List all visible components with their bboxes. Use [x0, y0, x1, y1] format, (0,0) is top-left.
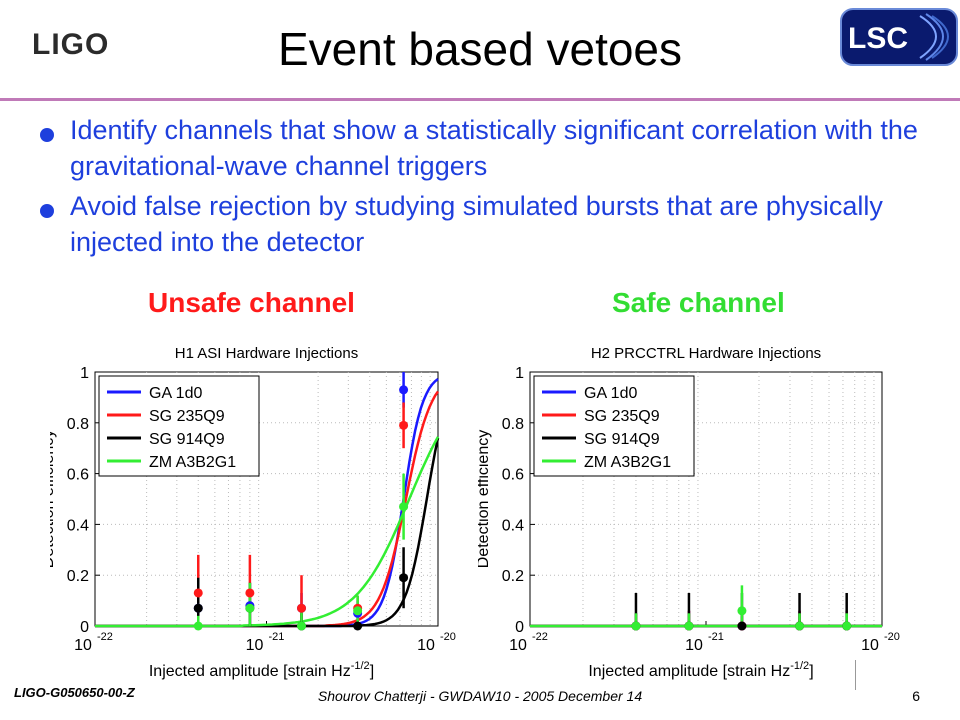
lsc-logo: LSC — [840, 8, 958, 66]
data-point — [399, 420, 409, 430]
bullet-text: Identify channels that show a statistica… — [70, 115, 918, 181]
data-point — [193, 621, 203, 631]
data-point — [795, 621, 805, 631]
y-tick-label: 0.6 — [502, 467, 524, 484]
y-tick-label: 0.4 — [67, 517, 89, 534]
legend-entry: SG 914Q9 — [584, 431, 660, 448]
y-tick-label: 0.8 — [67, 416, 89, 433]
y-tick-label: 0.2 — [67, 568, 89, 585]
safe-channel-chart: H2 PRCCTRL Hardware Injections 0 0.2 0.4 0.6… — [478, 345, 900, 680]
chart-title: H2 PRCCTRL Hardware Injections — [591, 345, 821, 362]
x-tick-exponent: -21 — [269, 631, 285, 643]
x-tick-exponent: -22 — [97, 631, 113, 643]
y-tick-label: 0.6 — [67, 467, 89, 484]
x-tick-label: 10 — [74, 637, 92, 654]
data-point — [399, 502, 409, 512]
legend-entry: ZM A3B2G1 — [149, 454, 236, 471]
legend-entry: SG 235Q9 — [149, 408, 225, 425]
data-point — [842, 621, 852, 631]
lsc-logo-text: LSC — [848, 22, 908, 55]
legend-entry: GA 1d0 — [149, 385, 202, 402]
x-tick-exponent: -20 — [440, 631, 456, 643]
x-tick-label: 10 — [509, 637, 527, 654]
data-point — [737, 621, 747, 631]
data-point — [399, 385, 409, 395]
bullet-item: Avoid false rejection by studying simula… — [40, 188, 920, 260]
y-tick-label: 0 — [80, 619, 89, 636]
y-tick-label: 0.8 — [502, 416, 524, 433]
x-axis-label-end: ] — [370, 663, 374, 680]
x-axis-label-exponent: -1/2 — [351, 660, 370, 672]
data-point — [193, 588, 203, 598]
data-point — [631, 621, 641, 631]
data-point — [737, 606, 747, 616]
unsafe-channel-chart: H1 ASI Hardware Injections 0 0.2 0.4 0.6 0.8 1… — [50, 345, 456, 680]
bullet-dot-icon — [40, 128, 54, 142]
y-tick-label: 0 — [515, 619, 524, 636]
x-axis-label: Injected amplitude [strain Hz-1/2] — [149, 660, 374, 680]
ligo-logo: LIGO — [32, 28, 110, 61]
data-point — [399, 573, 409, 583]
data-point — [193, 603, 203, 613]
x-tick-exponent: -21 — [708, 631, 724, 643]
y-axis-label: Detection efficiency — [50, 430, 57, 568]
bullet-dot-icon — [40, 204, 54, 218]
unsafe-channel-label: Unsafe channel — [148, 287, 355, 318]
x-tick-label: 10 — [861, 637, 879, 654]
legend-entry: SG 914Q9 — [149, 431, 225, 448]
safe-channel-label: Safe channel — [612, 287, 785, 318]
legend-entry: ZM A3B2G1 — [584, 454, 671, 471]
footer-credit: Shourov Chatterji - GWDAW10 - 2005 Decem… — [317, 688, 643, 704]
bullet-item: Identify channels that show a statistica… — [40, 112, 920, 184]
y-tick-label: 0.2 — [502, 568, 524, 585]
data-point — [353, 621, 363, 631]
y-tick-label: 0.4 — [502, 517, 524, 534]
x-tick-exponent: -20 — [884, 631, 900, 643]
chart-title: H1 ASI Hardware Injections — [175, 345, 358, 362]
data-point — [353, 606, 363, 616]
title-divider — [0, 98, 960, 101]
x-tick-label: 10 — [685, 637, 703, 654]
y-tick-label: 1 — [80, 365, 89, 382]
series-line — [95, 436, 440, 628]
data-point — [684, 621, 694, 631]
y-tick-label: 1 — [515, 365, 524, 382]
bullet-list: Identify channels that show a statistica… — [40, 112, 920, 264]
page-number: 6 — [912, 688, 920, 704]
data-point — [245, 603, 255, 613]
document-id: LIGO-G050650-00-Z — [14, 685, 135, 700]
x-tick-label: 10 — [417, 637, 435, 654]
data-point — [297, 603, 307, 613]
legend-entry: GA 1d0 — [584, 385, 637, 402]
bullet-text: Avoid false rejection by studying simula… — [70, 191, 883, 257]
x-tick-exponent: -22 — [532, 631, 548, 643]
y-axis-label: Detection efficiency — [478, 430, 492, 568]
x-axis-label-exponent: -1/2 — [790, 660, 809, 672]
page-separator — [855, 660, 856, 690]
x-axis-label: Injected amplitude [strain Hz-1/2] — [588, 660, 813, 680]
legend-entry: SG 235Q9 — [584, 408, 660, 425]
data-point — [245, 588, 255, 598]
data-point — [297, 621, 307, 631]
x-axis-label-end: ] — [809, 663, 813, 680]
slide-title: Event based vetoes — [277, 23, 683, 75]
x-tick-label: 10 — [246, 637, 264, 654]
